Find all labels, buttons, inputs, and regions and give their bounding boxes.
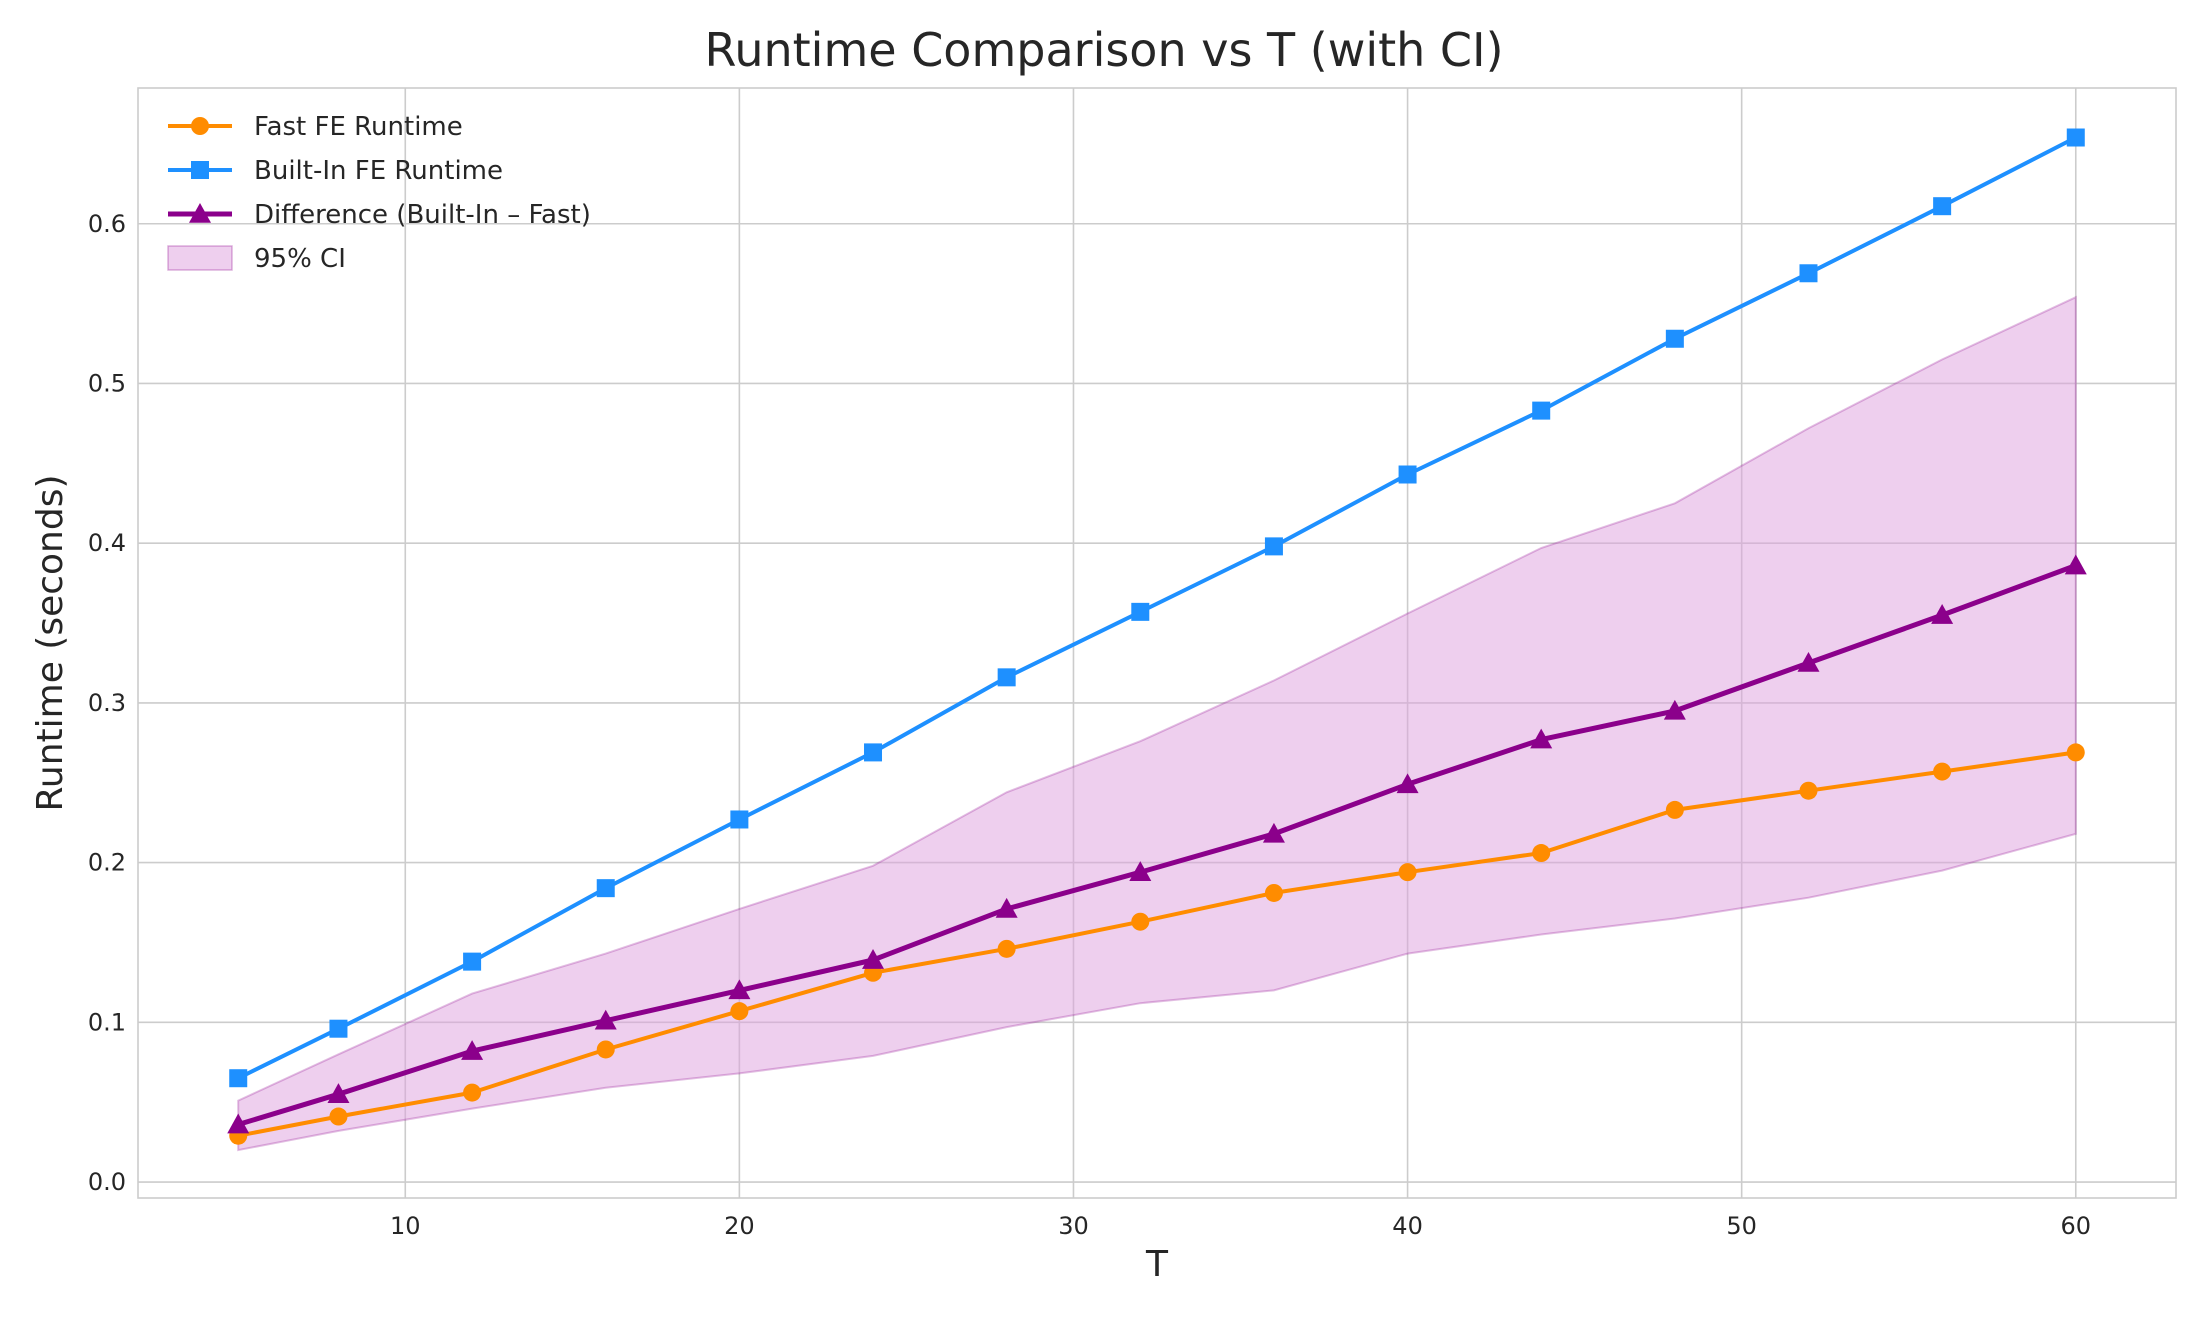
data-point-difference: [1797, 651, 1820, 672]
data-point-fast-fe: [1665, 800, 1684, 819]
x-tick-label: 50: [1726, 1212, 1757, 1240]
legend-label: Built-In FE Runtime: [254, 156, 503, 186]
legend-item-ci: 95% CI: [167, 244, 346, 274]
data-point-difference: [2064, 554, 2087, 575]
data-point-difference: [1663, 699, 1686, 720]
data-point-difference: [227, 1113, 250, 1134]
data-point-fast-fe: [1799, 781, 1818, 800]
x-tick-label: 60: [2060, 1212, 2091, 1240]
data-point-fast-fe: [1532, 844, 1551, 863]
x-tick-labels: 10 20 30 40 50 60: [390, 1212, 2091, 1240]
y-axis-label: Runtime (seconds): [30, 474, 71, 811]
data-point-built-in-fe: [730, 810, 749, 829]
data-point-difference: [1129, 861, 1152, 881]
y-tick-label: 0.6: [88, 210, 126, 238]
x-tick-label: 30: [1058, 1212, 1089, 1240]
data-point-fast-fe: [463, 1083, 482, 1102]
data-point-fast-fe: [997, 939, 1016, 958]
data-point-built-in-fe: [1933, 197, 1952, 216]
x-axis-label: T: [1145, 1244, 1169, 1285]
data-point-built-in-fe: [329, 1019, 348, 1038]
data-point-fast-fe: [329, 1107, 348, 1126]
data-point-difference: [1931, 604, 1954, 624]
legend-marker: [191, 117, 209, 135]
data-point-built-in-fe: [1264, 537, 1283, 556]
ci-band-layer: [237, 295, 2077, 1152]
data-point-built-in-fe: [1665, 329, 1684, 348]
data-point-fast-fe: [1131, 912, 1150, 931]
data-point-difference: [728, 979, 751, 1000]
legend-ci-swatch: [167, 245, 233, 271]
data-point-built-in-fe: [2066, 128, 2085, 147]
data-point-built-in-fe: [1799, 264, 1818, 283]
data-point-difference: [461, 1040, 484, 1060]
legend-item-built-in-fe: Built-In FE Runtime: [168, 156, 503, 186]
data-point-fast-fe: [1264, 883, 1283, 902]
legend-item-difference: Difference (Built-In – Fast): [168, 200, 591, 230]
chart-title: Runtime Comparison vs T (with CI): [704, 23, 1503, 77]
data-point-built-in-fe: [229, 1069, 248, 1088]
data-point-built-in-fe: [1532, 401, 1551, 420]
data-point-built-in-fe: [1398, 465, 1417, 484]
data-point-difference: [1396, 773, 1419, 794]
ci-band: [237, 295, 2077, 1152]
series-fast-fe: [229, 743, 2085, 1145]
legend-marker: [191, 161, 209, 179]
series-layer: [227, 128, 2087, 1145]
data-point-built-in-fe: [864, 743, 883, 762]
y-tick-labels: 0.0 0.1 0.2 0.3 0.4 0.5 0.6: [88, 210, 126, 1196]
legend-label: Difference (Built-In – Fast): [254, 200, 591, 230]
data-point-difference: [862, 949, 885, 969]
y-tick-label: 0.1: [88, 1008, 126, 1036]
y-tick-label: 0.4: [88, 529, 126, 557]
data-point-difference: [1262, 822, 1285, 843]
data-point-difference: [327, 1083, 350, 1103]
data-point-fast-fe: [596, 1040, 615, 1059]
legend: Fast FE Runtime Built-In FE Runtime Differ…: [167, 112, 591, 274]
data-point-fast-fe: [1933, 762, 1952, 781]
data-point-built-in-fe: [596, 879, 615, 898]
legend-item-fast-fe: Fast FE Runtime: [168, 112, 463, 142]
plot-frame: [137, 87, 2177, 1199]
y-tick-label: 0.5: [88, 369, 126, 397]
data-point-difference: [1530, 728, 1553, 749]
data-point-fast-fe: [2066, 743, 2085, 762]
legend-label: Fast FE Runtime: [254, 112, 463, 142]
data-point-built-in-fe: [1131, 602, 1150, 621]
series-difference: [227, 554, 2087, 1134]
data-point-difference: [594, 1009, 617, 1030]
legend-label: 95% CI: [254, 244, 346, 274]
y-tick-label: 0.0: [88, 1168, 126, 1196]
data-point-built-in-fe: [997, 668, 1016, 687]
data-point-built-in-fe: [463, 952, 482, 971]
y-tick-label: 0.3: [88, 689, 126, 717]
data-point-fast-fe: [1398, 863, 1417, 882]
y-tick-label: 0.2: [88, 849, 126, 877]
x-tick-label: 10: [390, 1212, 421, 1240]
series-built-in-fe: [229, 128, 2085, 1088]
x-tick-label: 40: [1392, 1212, 1423, 1240]
data-point-difference: [995, 897, 1018, 918]
x-tick-label: 20: [724, 1212, 755, 1240]
data-point-fast-fe: [730, 1002, 749, 1021]
legend-marker: [189, 203, 211, 223]
